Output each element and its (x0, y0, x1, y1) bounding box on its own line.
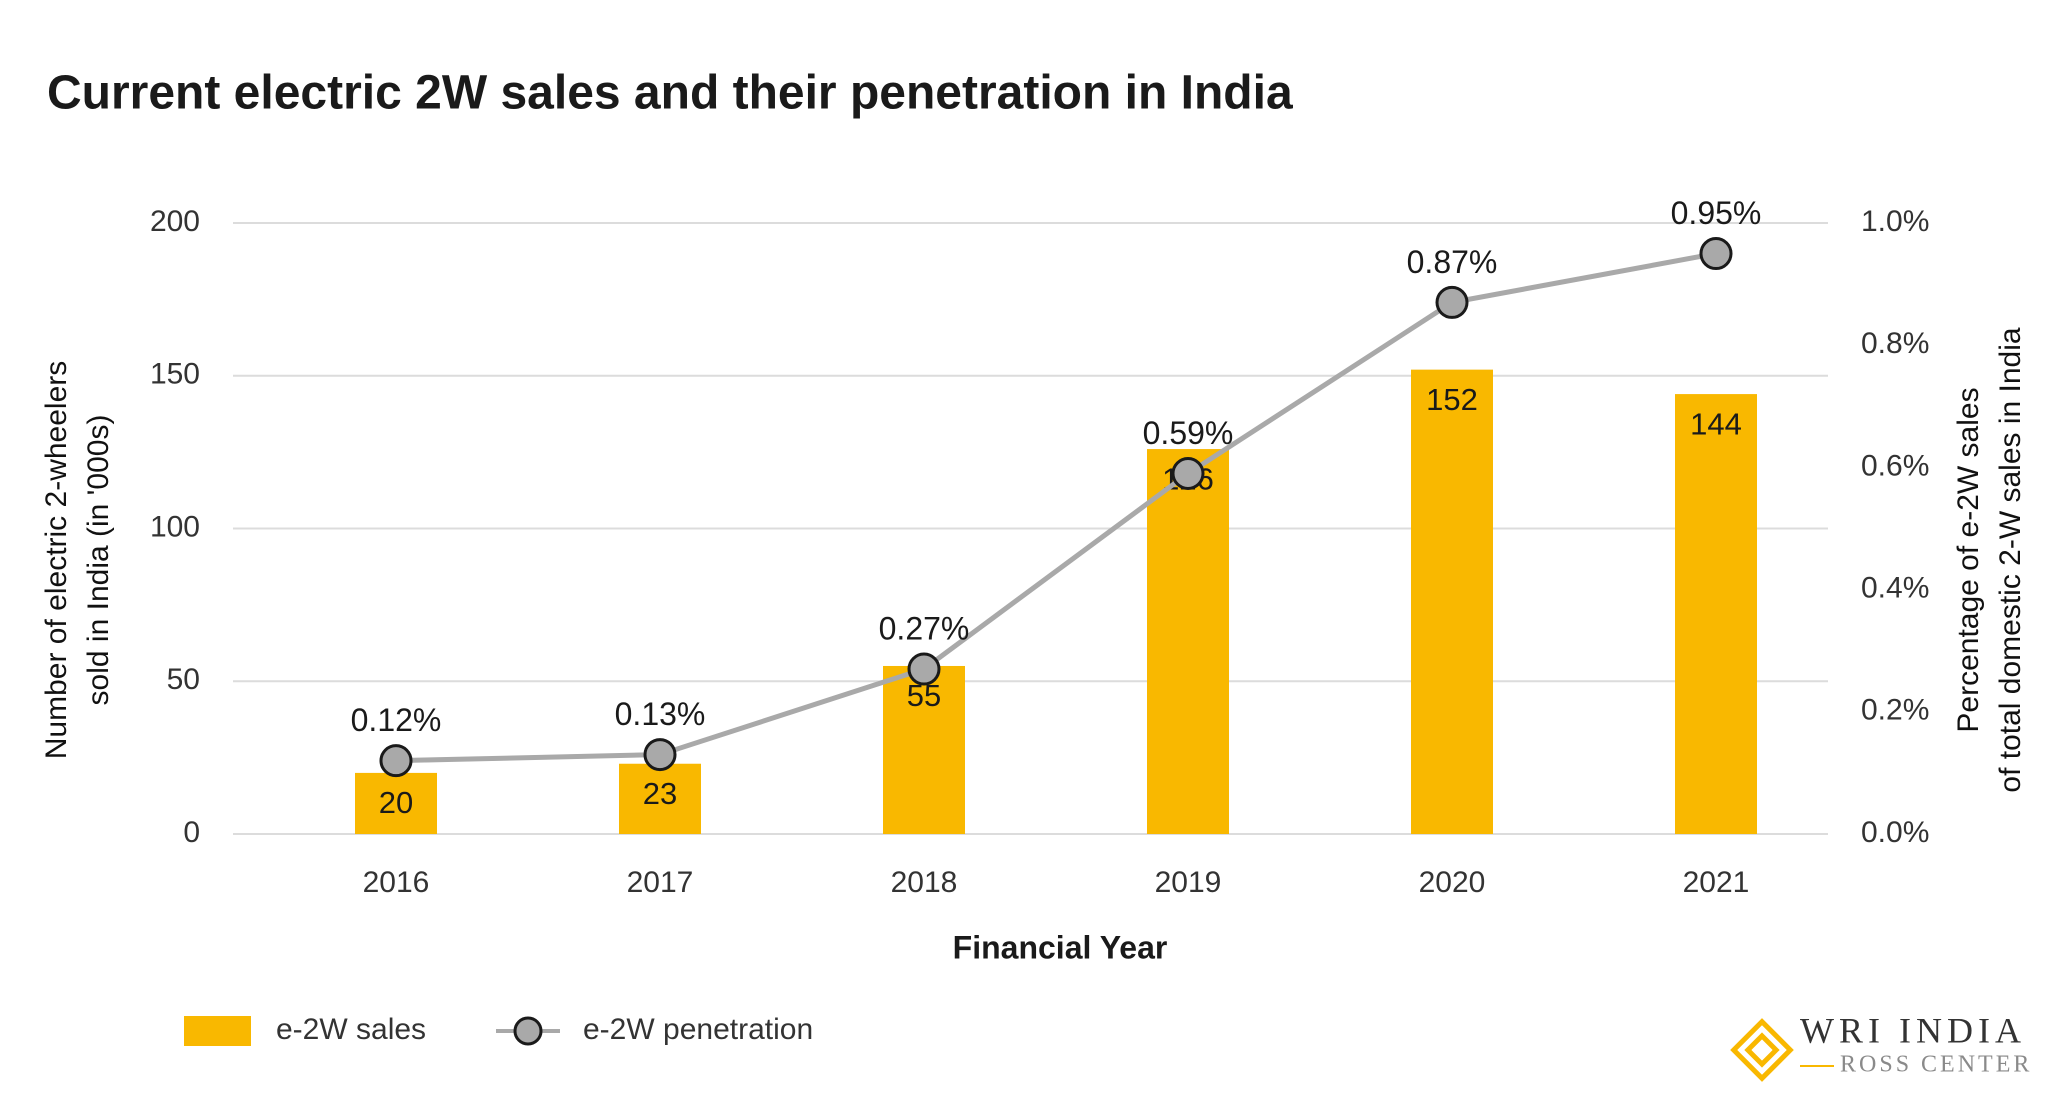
y-axis-title: sold in India (in '000s) (82, 415, 115, 706)
y2-axis-title: Percentage of e-2W sales (1952, 387, 1985, 732)
chart-title: Current electric 2W sales and their pene… (47, 67, 1293, 120)
x-tick-label: 2019 (1155, 866, 1222, 899)
line-marker (1699, 237, 1733, 271)
y-tick-label: 100 (150, 510, 200, 543)
line-marker (643, 738, 677, 772)
x-tick-label: 2017 (627, 866, 694, 899)
y2-axis-title: of total domestic 2-W sales in India (1994, 327, 2027, 793)
point-label: 0.13% (615, 696, 706, 732)
y2-tick-label: 0.6% (1861, 449, 1929, 482)
legend-swatch (184, 1016, 251, 1046)
x-tick-label: 2021 (1683, 866, 1750, 899)
bar (1411, 369, 1493, 834)
bar (1147, 449, 1229, 834)
legend-marker (513, 1016, 543, 1046)
logo-subtitle: ROSS CENTER (1840, 1052, 2032, 1078)
point-label: 0.59% (1143, 415, 1234, 451)
bar (883, 665, 965, 834)
y2-tick-label: 0.4% (1861, 572, 1929, 605)
line-marker (907, 652, 941, 686)
line (395, 251, 1717, 764)
y-axis-title: Number of electric 2-wheelers (40, 361, 73, 759)
point-label: 0.95% (1671, 195, 1762, 231)
y-tick-label: 50 (167, 663, 200, 696)
bar-value-label: 20 (379, 785, 413, 820)
y-tick-label: 0 (183, 816, 200, 849)
y-tick-label: 150 (150, 358, 200, 391)
line-marker (379, 744, 413, 778)
line-marker (1171, 457, 1205, 491)
y2-tick-label: 0.8% (1861, 327, 1929, 360)
legend-label: e-2W sales (276, 1013, 426, 1046)
logo: WRI INDIA ROSS CENTER (1730, 1010, 2032, 1082)
x-axis-title: Financial Year (953, 929, 1168, 965)
logo-name: WRI INDIA (1800, 1010, 2026, 1050)
bar-value-label: 152 (1426, 382, 1478, 417)
bar-value-label: 23 (643, 776, 677, 811)
legend-label: e-2W penetration (583, 1013, 813, 1046)
point-label: 0.12% (351, 702, 442, 738)
bar-value-label: 144 (1690, 406, 1742, 441)
logo-mark (1730, 1018, 1794, 1082)
bar (355, 772, 437, 834)
point-label: 0.27% (879, 610, 970, 646)
y2-tick-label: 0.2% (1861, 694, 1929, 727)
y-tick-label: 200 (150, 205, 200, 238)
bar (619, 763, 701, 834)
x-tick-label: 2016 (363, 866, 430, 899)
bar (1675, 394, 1757, 834)
x-tick-label: 2018 (891, 866, 958, 899)
point-label: 0.87% (1407, 244, 1498, 280)
y2-tick-label: 0.0% (1861, 816, 1929, 849)
x-tick-label: 2020 (1419, 866, 1486, 899)
y2-tick-label: 1.0% (1861, 205, 1929, 238)
line-marker (1435, 285, 1469, 319)
